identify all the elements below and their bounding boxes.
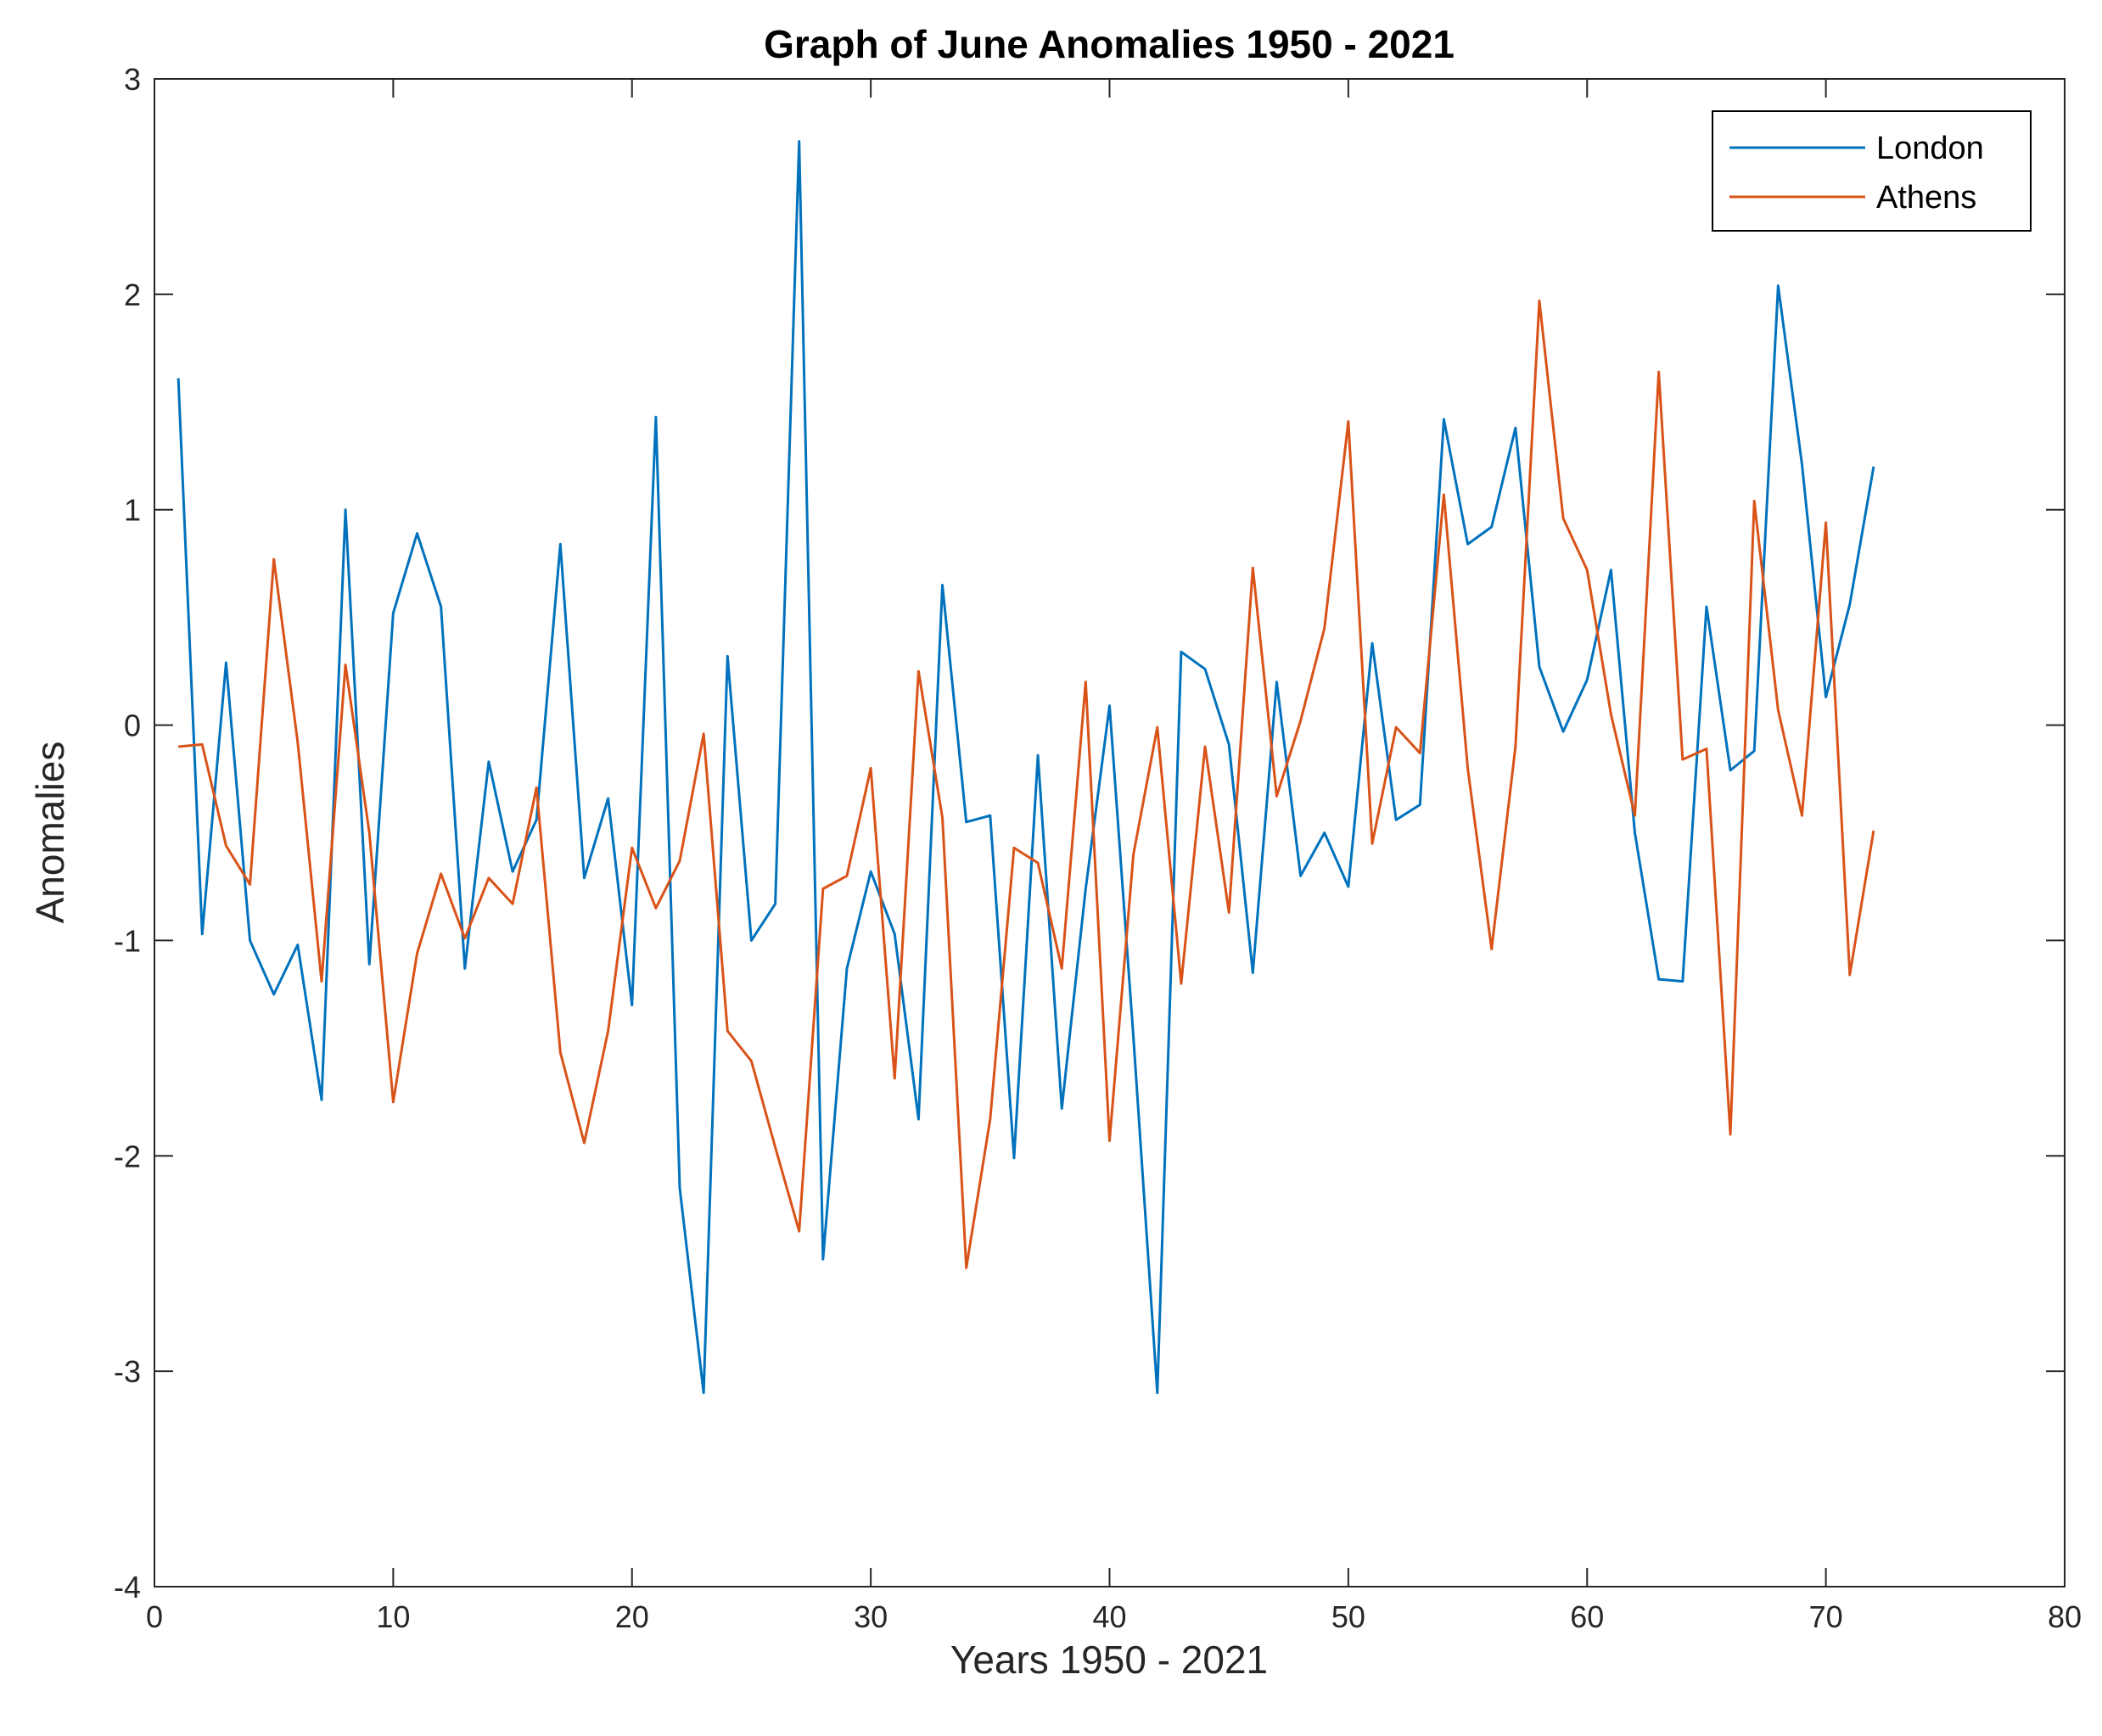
series-line-athens bbox=[178, 299, 1875, 1269]
y-tick-label: -4 bbox=[114, 1570, 141, 1604]
x-tick-label: 30 bbox=[854, 1599, 888, 1634]
x-tick-label: 60 bbox=[1570, 1599, 1604, 1634]
plot-frame bbox=[154, 78, 2066, 1588]
y-axis-label: Anomalies bbox=[28, 742, 72, 924]
x-tick-label: 20 bbox=[615, 1599, 649, 1634]
y-tick-label: 0 bbox=[124, 708, 141, 743]
series-line-london bbox=[177, 140, 1875, 1395]
data-series bbox=[177, 140, 1875, 1395]
legend-label-london: London bbox=[1876, 131, 1984, 166]
x-tick-label: 40 bbox=[1092, 1599, 1126, 1634]
y-tick-label: 3 bbox=[124, 62, 141, 97]
axis-ticks: 0 10 20 30 40 50 60 70 80 -4 -3 -2 -1 0 1 2 3 bbox=[114, 62, 2082, 1634]
plot-area bbox=[154, 79, 2065, 1587]
y-tick-label: 2 bbox=[124, 277, 141, 312]
y-tick-label: 1 bbox=[124, 493, 141, 528]
x-tick-label: 0 bbox=[146, 1599, 163, 1634]
y-tick-label: -3 bbox=[114, 1354, 141, 1389]
x-tick-label: 50 bbox=[1331, 1599, 1365, 1634]
x-tick-label: 70 bbox=[1809, 1599, 1843, 1634]
x-tick-label: 10 bbox=[376, 1599, 410, 1634]
legend-label-athens: Athens bbox=[1876, 180, 1976, 216]
legend-box bbox=[1712, 110, 2032, 232]
y-tick-label: -1 bbox=[114, 923, 141, 958]
x-axis-label: Years 1950 - 2021 bbox=[950, 1638, 1268, 1682]
x-tick-label: 80 bbox=[2048, 1599, 2082, 1634]
chart-title: Graph of June Anomalies 1950 - 2021 bbox=[764, 22, 1455, 66]
y-tick-label: -2 bbox=[114, 1139, 141, 1173]
legend: London Athens bbox=[1712, 110, 2032, 232]
